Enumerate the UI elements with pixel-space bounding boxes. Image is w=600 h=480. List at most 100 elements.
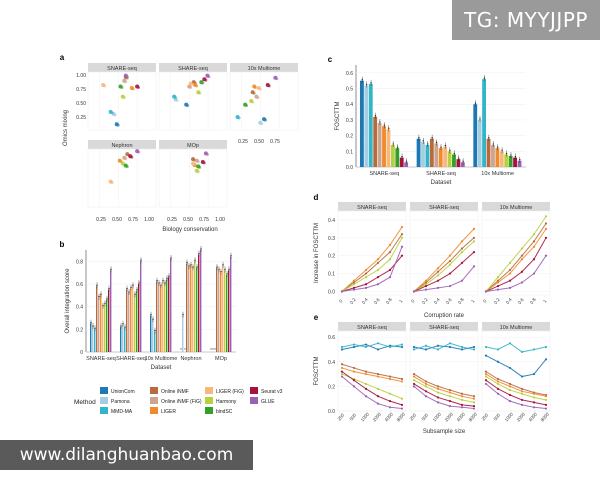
bar xyxy=(138,284,140,352)
series-point xyxy=(448,395,452,398)
facet-strip xyxy=(88,63,156,72)
replicate-dot xyxy=(224,268,226,271)
bar xyxy=(382,126,386,167)
replicate-dot xyxy=(510,154,512,156)
replicate-dot xyxy=(126,287,128,290)
x-tick-label-d: 0.6 xyxy=(517,297,525,305)
series-point xyxy=(460,261,464,264)
x-tick-label-d: 0 xyxy=(410,298,416,304)
series-point xyxy=(388,377,392,381)
legend-swatch xyxy=(100,407,108,414)
y-axis-title-d: Increase in FOSCTTM xyxy=(314,223,320,283)
series-point xyxy=(400,245,404,248)
series-line xyxy=(413,266,475,292)
replicate-dot xyxy=(166,277,168,280)
replicate-dot xyxy=(154,329,156,332)
series-point xyxy=(460,279,464,282)
y-axis-title-a: Omics mixing xyxy=(63,110,69,146)
series-line xyxy=(341,226,403,292)
facet-strip xyxy=(482,202,550,211)
scatter-point xyxy=(258,87,262,91)
series-point xyxy=(400,377,404,381)
series-point xyxy=(460,392,464,395)
bar xyxy=(198,254,200,352)
series-point xyxy=(364,283,368,286)
scatter-point xyxy=(256,96,260,100)
scatter-point xyxy=(201,81,205,85)
scatter-point xyxy=(103,84,107,88)
replicate-dot xyxy=(422,140,425,142)
bar xyxy=(368,83,373,167)
series-point xyxy=(472,407,476,410)
series-point xyxy=(340,363,344,366)
bar xyxy=(104,304,106,352)
series-point xyxy=(352,281,356,284)
series-line xyxy=(413,373,475,397)
bar xyxy=(504,154,509,167)
bar xyxy=(360,80,364,167)
x-tick-label-e: 500 xyxy=(349,412,358,421)
y-tick-label: 0.3 xyxy=(346,118,353,124)
legend-swatch xyxy=(100,397,108,404)
bar xyxy=(513,157,517,167)
legend-label: Harmony xyxy=(216,399,237,405)
replicate-dot xyxy=(453,152,455,155)
missing-marker: × xyxy=(184,346,187,351)
series-line xyxy=(341,371,403,406)
replicate-dot xyxy=(383,124,386,126)
series-point xyxy=(508,279,512,282)
replicate-dot xyxy=(106,298,108,300)
bar xyxy=(110,270,112,352)
scatter-point xyxy=(275,77,279,81)
bar xyxy=(486,138,491,167)
series-point xyxy=(436,385,440,388)
watermark-top: TG: MYYJJPP xyxy=(452,0,600,40)
series-point xyxy=(364,276,368,279)
replicate-dot xyxy=(519,159,521,161)
series-point xyxy=(388,400,392,403)
bar xyxy=(218,270,220,352)
series-point xyxy=(544,345,548,349)
series-point xyxy=(424,380,428,383)
bar xyxy=(421,141,425,167)
series-point xyxy=(352,283,356,286)
x-tick-label-e: 250 xyxy=(337,412,346,421)
bar xyxy=(164,284,166,352)
series-point xyxy=(448,391,452,394)
replicate-dot xyxy=(488,137,490,139)
series-point xyxy=(532,233,536,236)
scatter-point xyxy=(260,122,264,126)
x-tick-label-e: 4000 xyxy=(456,411,467,422)
series-point xyxy=(388,268,392,272)
bar xyxy=(429,138,434,167)
replicate-dot xyxy=(474,102,477,104)
series-line xyxy=(413,251,475,292)
legend-label: UnionCom xyxy=(111,389,135,395)
series-line xyxy=(485,371,547,396)
series-point xyxy=(376,387,380,390)
series-point xyxy=(364,268,368,272)
bar xyxy=(222,265,224,352)
series-point xyxy=(520,387,524,390)
replicate-dot xyxy=(130,286,132,289)
bar xyxy=(404,162,409,167)
series-point xyxy=(352,370,356,373)
series-point xyxy=(484,290,488,293)
replicate-dot xyxy=(160,284,162,286)
series-point xyxy=(352,345,356,349)
x-tick-label: Nephron xyxy=(180,356,201,362)
bar xyxy=(140,261,142,352)
bar xyxy=(158,284,160,352)
series-point xyxy=(472,348,476,351)
watermark-bottom: www.dilanghuanbao.com xyxy=(0,440,253,470)
series-point xyxy=(412,345,416,349)
replicate-dot xyxy=(361,78,363,81)
bar xyxy=(132,286,134,352)
series-point xyxy=(448,400,452,403)
series-point xyxy=(364,272,368,275)
x-tick-label-e: 1000 xyxy=(504,411,515,422)
facet-panel xyxy=(337,330,407,412)
series-line xyxy=(485,383,547,410)
replicate-dot xyxy=(190,264,192,266)
series-point xyxy=(508,272,512,275)
